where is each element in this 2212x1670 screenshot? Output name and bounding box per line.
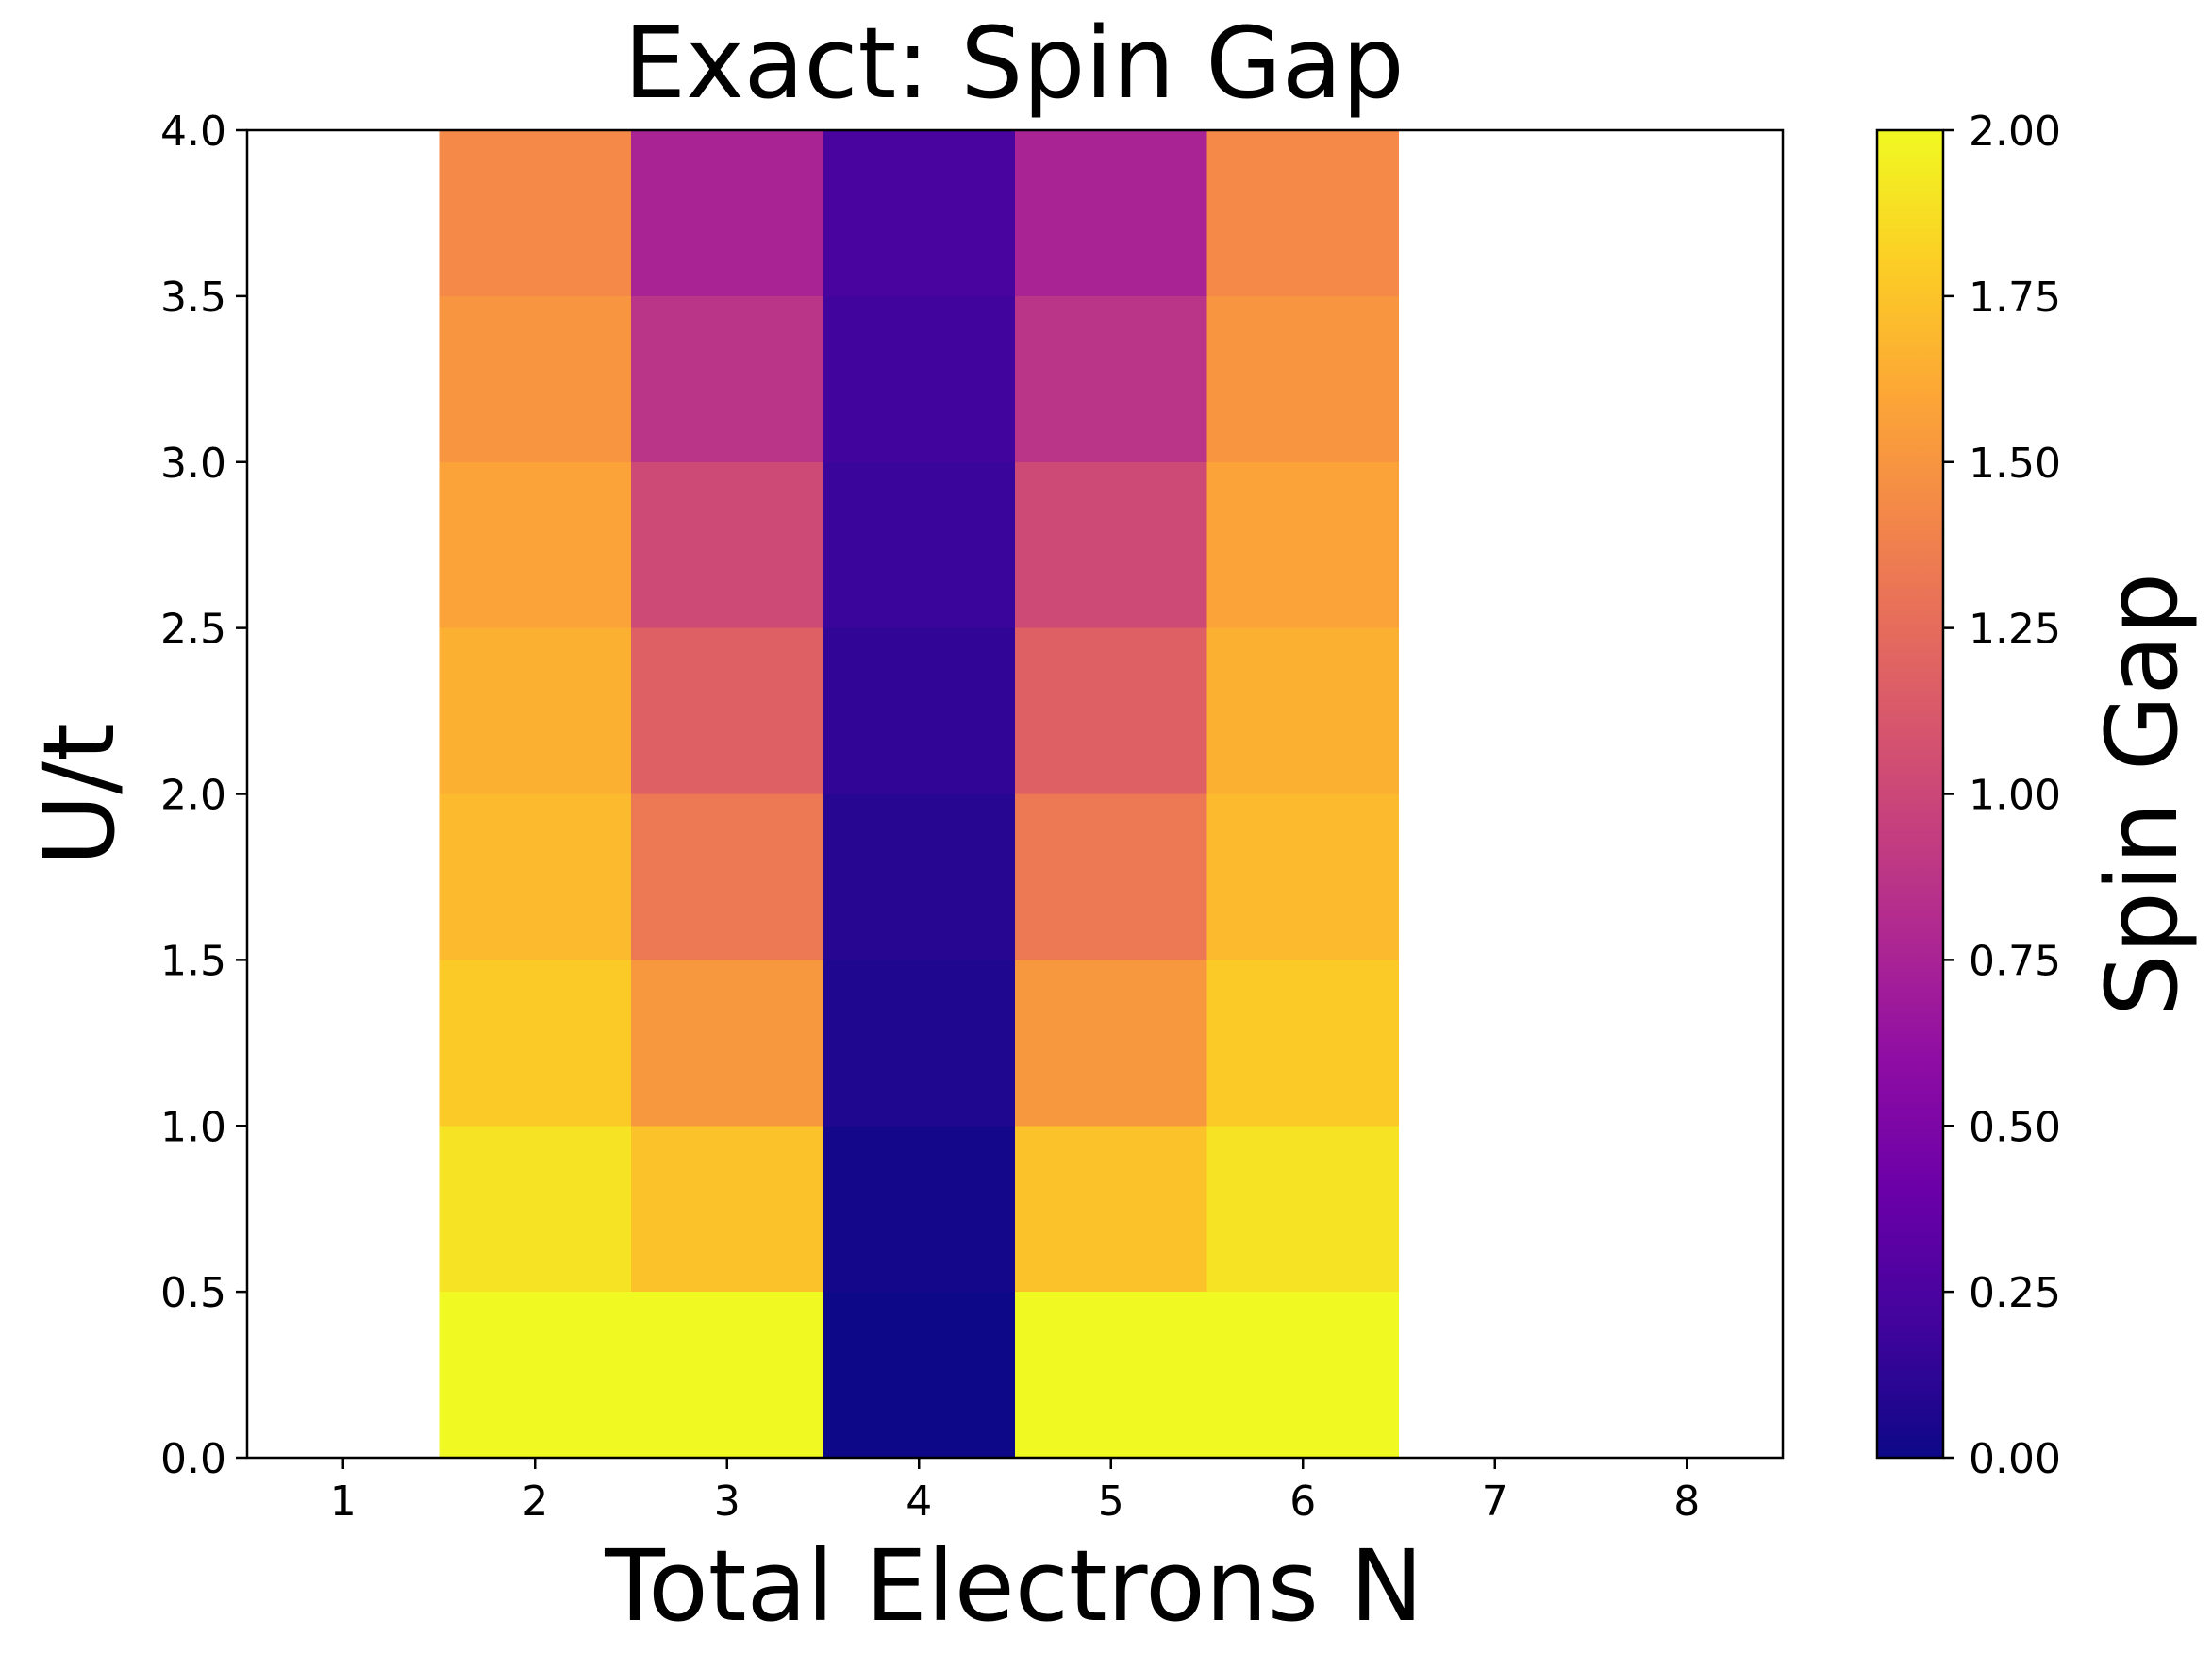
heatmap-cell — [823, 793, 1015, 960]
colorbar-tick-label: 1.50 — [1969, 440, 2061, 488]
y-tick-label: 0.0 — [160, 1435, 226, 1483]
heatmap-cell — [1015, 960, 1207, 1127]
y-tick-label: 2.5 — [160, 606, 226, 654]
y-axis-ticks: 0.0 0.5 1.0 1.5 2.0 2.5 3.0 3.5 4.0 — [160, 108, 247, 1483]
chart-title: Exact: Spin Gap — [624, 6, 1404, 121]
heatmap-cells — [439, 130, 1399, 1458]
heatmap-cell — [823, 627, 1015, 794]
x-axis-ticks: 1 2 3 4 5 6 7 8 — [330, 1458, 1700, 1526]
x-tick-label: 2 — [522, 1478, 548, 1526]
heatmap-cell — [1206, 130, 1399, 296]
x-tick-label: 5 — [1098, 1478, 1124, 1526]
x-tick-label: 7 — [1482, 1478, 1508, 1526]
heatmap-cell — [823, 130, 1015, 296]
colorbar-tick-label: 0.00 — [1969, 1435, 2061, 1483]
heatmap-cell — [1015, 130, 1207, 296]
heatmap-cell — [439, 1126, 631, 1293]
heatmap-cell — [1015, 1126, 1207, 1293]
heatmap-cell — [631, 461, 823, 628]
heatmap-cell — [1206, 793, 1399, 960]
colorbar-tick-label: 1.25 — [1969, 606, 2061, 654]
y-axis-label: U/t — [22, 723, 137, 866]
x-tick-label: 3 — [714, 1478, 740, 1526]
heatmap-cell — [823, 461, 1015, 628]
colorbar-tick-label: 0.75 — [1969, 937, 2061, 985]
colorbar — [1875, 128, 1945, 1460]
colorbar-label: Spin Gap — [2085, 573, 2200, 1016]
heatmap-cell — [439, 793, 631, 960]
colorbar-tick-label: 1.75 — [1969, 274, 2061, 322]
colorbar-tick-label: 2.00 — [1969, 108, 2061, 156]
heatmap-cell — [631, 295, 823, 462]
x-tick-label: 6 — [1289, 1478, 1316, 1526]
y-tick-label: 1.5 — [160, 937, 226, 985]
y-tick-label: 3.5 — [160, 274, 226, 322]
heatmap-cell — [439, 960, 631, 1127]
colorbar-tick-label: 1.00 — [1969, 772, 2061, 820]
x-axis-label: Total Electrons N — [604, 1528, 1423, 1644]
y-tick-label: 2.0 — [160, 772, 226, 820]
y-tick-label: 4.0 — [160, 108, 226, 156]
colorbar-ticks: 0.00 0.25 0.50 0.75 1.00 1.25 1.50 1.75 2.00 — [1943, 108, 2061, 1483]
heatmap-cell — [1206, 1126, 1399, 1293]
heatmap-cell — [1015, 793, 1207, 960]
heatmap-cell — [1206, 627, 1399, 794]
heatmap-cell — [439, 461, 631, 628]
heatmap-cell — [631, 130, 823, 296]
heatmap-cell — [631, 627, 823, 794]
heatmap-cell — [823, 295, 1015, 462]
heatmap-cell — [631, 1292, 823, 1458]
x-tick-label: 4 — [906, 1478, 932, 1526]
x-tick-label: 8 — [1673, 1478, 1700, 1526]
heatmap-cell — [439, 1292, 631, 1458]
heatmap-cell — [1015, 295, 1207, 462]
heatmap-cell — [439, 295, 631, 462]
heatmap-cell — [1206, 295, 1399, 462]
y-tick-label: 1.0 — [160, 1103, 226, 1151]
heatmap-cell — [1015, 1292, 1207, 1458]
x-tick-label: 1 — [330, 1478, 357, 1526]
heatmap-cell — [1015, 627, 1207, 794]
heatmap-cell — [631, 793, 823, 960]
heatmap-cell — [439, 130, 631, 296]
heatmap-cell — [631, 1126, 823, 1293]
y-tick-label: 0.5 — [160, 1269, 226, 1317]
y-tick-label: 3.0 — [160, 440, 226, 488]
heatmap-cell — [439, 627, 631, 794]
colorbar-tick-label: 0.50 — [1969, 1103, 2061, 1151]
heatmap-cell — [1206, 1292, 1399, 1458]
heatmap-cell — [1015, 461, 1207, 628]
heatmap-cell — [823, 1292, 1015, 1458]
heatmap-cell — [1206, 960, 1399, 1127]
heatmap-cell — [823, 960, 1015, 1127]
heatmap-cell — [1206, 461, 1399, 628]
colorbar-tick-label: 0.25 — [1969, 1269, 2061, 1317]
heatmap-cell — [823, 1126, 1015, 1293]
heatmap-cell — [631, 960, 823, 1127]
